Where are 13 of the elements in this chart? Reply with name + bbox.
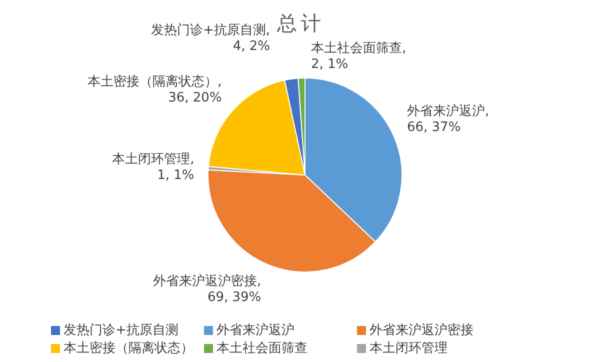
- data-label: 本土闭环管理, 1, 1%: [112, 152, 194, 183]
- chart-title: 总计: [277, 11, 325, 35]
- legend-label: 本土密接（隔离状态）: [64, 340, 194, 357]
- data-label: 发热门诊+抗原自测, 4, 2%: [150, 22, 270, 54]
- legend-label: 外省来沪返沪密接: [370, 322, 474, 339]
- legend-label: 本土闭环管理: [370, 340, 448, 357]
- legend-label: 外省来沪返沪: [216, 322, 296, 339]
- data-label: 本土社会面筛查, 2, 1%: [311, 40, 406, 72]
- data-label: 外省来沪返沪密接, 69, 39%: [153, 272, 262, 304]
- legend-label: 发热门诊+抗原自测: [64, 322, 180, 339]
- legend-label: 本土社会面筛查: [216, 340, 308, 357]
- data-label: 外省来沪返沪, 66, 37%: [406, 102, 490, 135]
- data-label: 本土密接（隔离状态）, 36, 20%: [88, 73, 222, 106]
